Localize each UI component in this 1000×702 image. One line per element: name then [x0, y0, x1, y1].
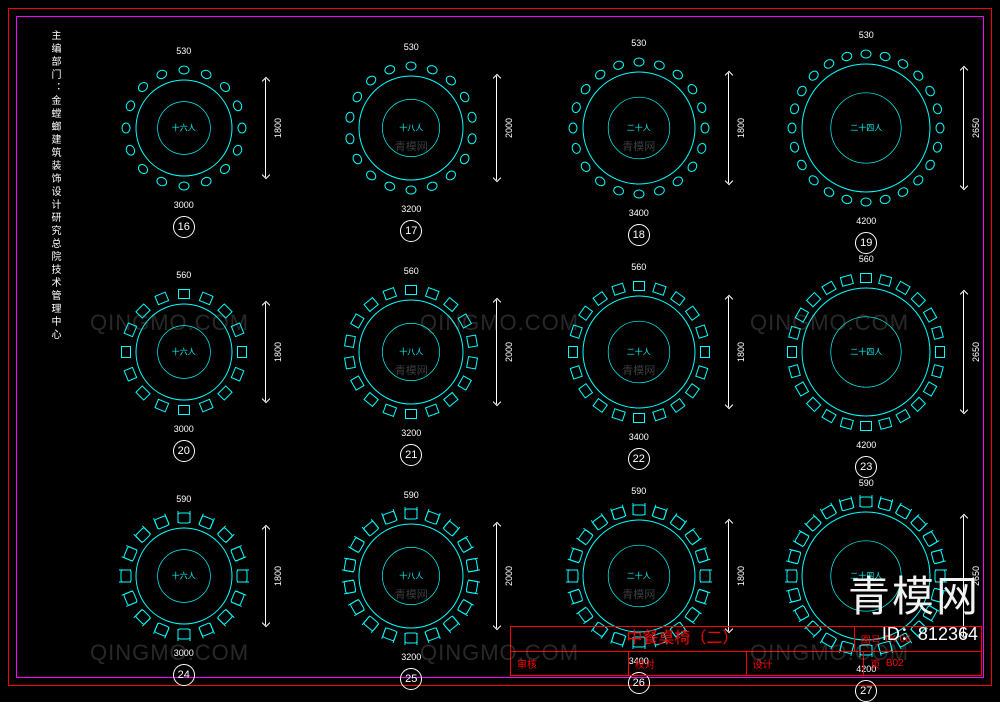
figure-number: 20 — [173, 440, 195, 462]
dim-right: 1800 — [273, 566, 283, 586]
table-cell-19: 530 二十四人 2650 4200 19 — [753, 30, 981, 254]
dim-line-right — [496, 524, 497, 628]
seat-count-label: 二十人 — [627, 347, 651, 358]
dim-top: 530 — [859, 30, 874, 40]
dim-right: 2650 — [971, 342, 981, 362]
dim-line-right — [496, 76, 497, 180]
dim-bottom: 3000 — [174, 200, 194, 210]
table-cell-21: 560 十八人 2000 青模网 3200 21 — [298, 254, 526, 478]
dim-bottom: 3400 — [629, 208, 649, 218]
table-cell-24: 590 — [70, 478, 298, 702]
dim-bottom: 3200 — [401, 652, 421, 662]
dim-line-right — [963, 292, 964, 412]
figure-number: 21 — [400, 444, 422, 466]
dim-bottom: 3400 — [629, 432, 649, 442]
dim-line-right — [963, 68, 964, 188]
seat-count-label: 二十人 — [627, 123, 651, 134]
dim-line-right — [265, 527, 266, 625]
dim-right: 1800 — [273, 342, 283, 362]
figure-number: 22 — [628, 448, 650, 470]
dim-bottom: 3000 — [174, 648, 194, 658]
table-wrap: 二十四人 2650 — [780, 266, 952, 438]
dim-top: 560 — [859, 254, 874, 264]
dim-top: 530 — [631, 38, 646, 48]
dim-right: 1800 — [736, 566, 746, 586]
dim-top: 530 — [176, 46, 191, 56]
figure-number: 25 — [400, 668, 422, 690]
seat-count-label: 十八人 — [399, 571, 423, 582]
drawing-grid: 530 十六人 1800 3000 16 530 十八人 2000 青模网 32… — [70, 30, 980, 624]
brand-overlay: 青模网 — [848, 563, 980, 624]
figure-number: 19 — [855, 232, 877, 254]
dim-top: 590 — [176, 494, 191, 504]
dim-line-right — [496, 300, 497, 404]
table-wrap: 十六人 1800 — [114, 282, 254, 422]
table-wrap: 十八人 2000 青模网 — [337, 502, 485, 650]
table-wrap: 十六人 1800 — [114, 506, 254, 646]
dim-line-right — [728, 297, 729, 406]
table-wrap: 十八人 2000 青模网 — [337, 54, 485, 202]
table-wrap: 十六人 1800 — [114, 58, 254, 198]
id-overlay: ID：812364 — [882, 620, 978, 646]
dim-top: 590 — [631, 486, 646, 496]
dim-right: 1800 — [273, 118, 283, 138]
seat-count-label: 十六人 — [172, 123, 196, 134]
seat-count-label: 十八人 — [399, 123, 423, 134]
seat-count-label: 十六人 — [172, 347, 196, 358]
dim-line-right — [265, 79, 266, 177]
seat-count-label: 二十人 — [627, 571, 651, 582]
dim-bottom: 3200 — [401, 428, 421, 438]
dim-line-right — [265, 303, 266, 401]
dim-top: 590 — [404, 490, 419, 500]
seat-count-label: 十六人 — [172, 571, 196, 582]
dim-right: 2650 — [971, 118, 981, 138]
drawing-title: 中餐桌椅（二） — [511, 627, 855, 651]
dim-right: 1800 — [736, 118, 746, 138]
figure-number: 18 — [628, 224, 650, 246]
dim-bottom: 3000 — [174, 424, 194, 434]
dim-line-right — [728, 73, 729, 182]
dim-top: 560 — [631, 262, 646, 272]
tb-field-check: 校对 — [629, 652, 747, 675]
figure-number: 16 — [173, 216, 195, 238]
dim-right: 2000 — [504, 118, 514, 138]
table-cell-16: 530 十六人 1800 3000 16 — [70, 30, 298, 254]
table-cell-17: 530 十八人 2000 青模网 3200 17 — [298, 30, 526, 254]
figure-number: 24 — [173, 664, 195, 686]
dim-top: 560 — [404, 266, 419, 276]
figure-number: 27 — [855, 680, 877, 702]
dim-line-right — [728, 521, 729, 630]
dim-right: 2000 — [504, 342, 514, 362]
figure-number: 17 — [400, 220, 422, 242]
seat-count-label: 二十四人 — [850, 123, 882, 134]
table-cell-23: 560 二十四人 2650 4200 23 — [753, 254, 981, 478]
dim-bottom: 3200 — [401, 204, 421, 214]
table-wrap: 十八人 2000 青模网 — [337, 278, 485, 426]
seat-count-label: 二十四人 — [850, 347, 882, 358]
tb-field-review: 审核 — [511, 652, 629, 675]
tb-field-page: 页 B02 — [864, 652, 981, 675]
figure-number: 23 — [855, 456, 877, 478]
tb-field-design: 设计 — [747, 652, 865, 675]
dim-bottom: 4200 — [856, 216, 876, 226]
dim-right: 1800 — [736, 342, 746, 362]
table-cell-18: 530 二十人 1800 青模网 3400 18 — [525, 30, 753, 254]
table-cell-22: 560 二十人 1800 青模网 3400 22 — [525, 254, 753, 478]
seat-count-label: 十八人 — [399, 347, 423, 358]
side-department-text: 主编部门：金螳螂建筑装饰设计研究总院技术管理中心 — [44, 30, 62, 350]
table-wrap: 二十四人 2650 — [780, 42, 952, 214]
table-wrap: 二十人 1800 青模网 — [561, 50, 717, 206]
dim-top: 530 — [404, 42, 419, 52]
dim-right: 2000 — [504, 566, 514, 586]
table-cell-20: 560 十六人 1800 3000 20 — [70, 254, 298, 478]
dim-top: 560 — [176, 270, 191, 280]
table-wrap: 二十人 1800 青模网 — [561, 274, 717, 430]
table-cell-25: 590 — [298, 478, 526, 702]
dim-top: 590 — [859, 478, 874, 488]
dim-bottom: 4200 — [856, 440, 876, 450]
